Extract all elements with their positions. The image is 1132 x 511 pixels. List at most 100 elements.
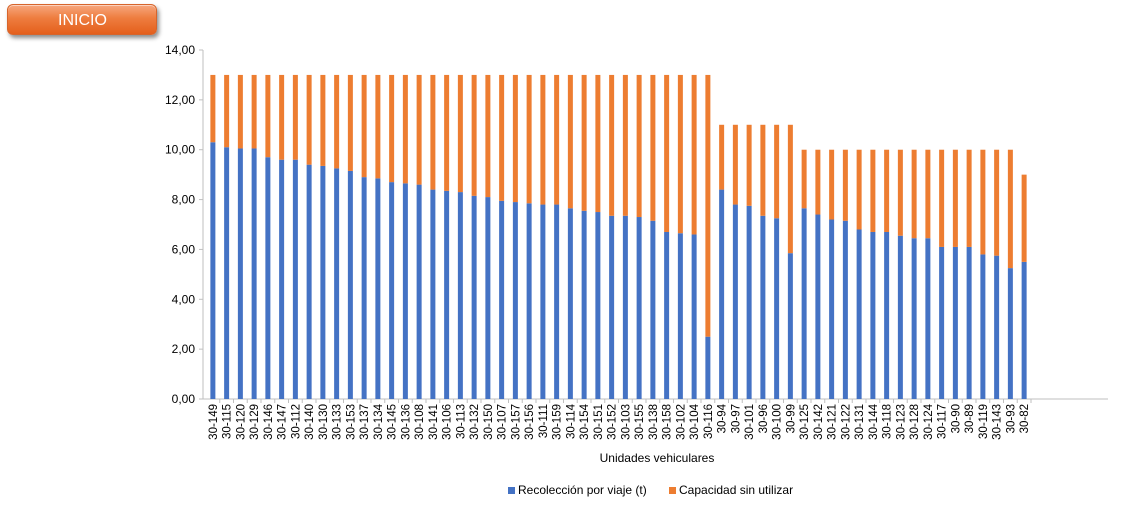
- bar-capacidad: [691, 74, 697, 235]
- x-tick-label: 30-154: [579, 403, 591, 439]
- bar-recoleccion: [650, 220, 656, 399]
- x-tick-label: 30-94: [717, 403, 729, 433]
- bar-recoleccion: [760, 215, 766, 399]
- x-tick-label: 30-150: [483, 404, 495, 440]
- bar-recoleccion: [279, 159, 285, 399]
- bar-recoleccion: [719, 189, 725, 399]
- bar-capacidad: [939, 149, 945, 247]
- x-tick-label: 30-122: [840, 404, 852, 440]
- bar-recoleccion: [677, 233, 683, 399]
- bar-capacidad: [279, 74, 285, 160]
- bar-recoleccion: [884, 231, 890, 399]
- x-tick-label: 30-112: [290, 404, 302, 439]
- bar-capacidad: [567, 74, 573, 209]
- x-tick-label: 30-93: [1005, 404, 1017, 433]
- bar-recoleccion: [210, 142, 216, 399]
- bar-recoleccion: [966, 246, 972, 399]
- bar-recoleccion: [430, 189, 436, 399]
- y-tick-label: 0,00: [172, 392, 196, 406]
- x-tick-label: 30-90: [950, 404, 962, 433]
- bar-recoleccion: [389, 182, 395, 399]
- bar-capacidad: [801, 149, 807, 209]
- bar-recoleccion: [444, 190, 450, 399]
- x-tick-label: 30-159: [552, 404, 564, 440]
- bar-capacidad: [512, 74, 518, 203]
- x-tick-label: 30-113: [455, 404, 467, 439]
- bar-capacidad: [430, 74, 436, 190]
- bar-recoleccion: [801, 208, 807, 399]
- bar-recoleccion: [732, 204, 738, 399]
- bar-recoleccion: [265, 157, 271, 399]
- x-tick-label: 30-134: [373, 403, 385, 439]
- bar-capacidad: [554, 74, 560, 205]
- bar-capacidad: [609, 74, 615, 216]
- bar-capacidad: [980, 149, 986, 255]
- bar-recoleccion: [320, 165, 326, 399]
- bar-recoleccion: [361, 177, 367, 399]
- x-tick-label: 30-157: [510, 404, 522, 440]
- y-tick-label: 12,00: [165, 93, 195, 107]
- bar-recoleccion: [334, 168, 340, 399]
- bar-capacidad: [334, 74, 340, 169]
- x-tick-label: 30-145: [387, 404, 399, 440]
- x-tick-label: 30-115: [222, 404, 234, 439]
- inicio-button[interactable]: INICIO: [7, 4, 157, 35]
- bar-capacidad: [897, 149, 903, 236]
- bar-recoleccion: [306, 164, 312, 399]
- x-tick-label: 30-130: [318, 404, 330, 440]
- bar-capacidad: [1021, 174, 1027, 262]
- bar-capacidad: [664, 74, 670, 232]
- x-tick-label: 30-120: [235, 404, 247, 440]
- bar-recoleccion: [485, 197, 491, 399]
- bar-recoleccion: [224, 147, 230, 399]
- bar-recoleccion: [347, 170, 353, 399]
- bar-capacidad: [402, 74, 408, 184]
- bar-recoleccion: [1021, 261, 1027, 399]
- bar-capacidad: [705, 74, 711, 337]
- bar-capacidad: [829, 149, 835, 220]
- bar-capacidad: [347, 74, 353, 171]
- bar-capacidad: [540, 74, 546, 205]
- bar-capacidad: [1007, 149, 1013, 269]
- bar-capacidad: [815, 149, 821, 215]
- bar-capacidad: [760, 124, 766, 216]
- bar-capacidad: [210, 74, 216, 143]
- bar-recoleccion: [581, 210, 587, 399]
- bar-recoleccion: [540, 204, 546, 399]
- x-tick-label: 30-149: [208, 404, 220, 440]
- bar-recoleccion: [829, 219, 835, 399]
- bar-recoleccion: [939, 246, 945, 399]
- x-tick-label: 30-137: [359, 404, 371, 440]
- x-tick-label: 30-143: [992, 404, 1004, 440]
- bar-recoleccion: [622, 215, 628, 399]
- bar-recoleccion: [897, 235, 903, 399]
- bar-recoleccion: [292, 159, 298, 399]
- x-tick-label: 30-124: [923, 403, 935, 439]
- bar-capacidad: [375, 74, 381, 179]
- x-tick-label: 30-136: [400, 404, 412, 440]
- x-tick-label: 30-156: [524, 404, 536, 440]
- bar-capacidad: [361, 74, 367, 178]
- x-tick-label: 30-133: [332, 404, 344, 440]
- bar-recoleccion: [746, 205, 752, 399]
- bar-capacidad: [292, 74, 298, 160]
- y-tick-label: 4,00: [172, 292, 196, 306]
- bar-capacidad: [306, 74, 312, 165]
- bar-recoleccion: [499, 200, 505, 399]
- bar-recoleccion: [237, 148, 243, 399]
- bar-recoleccion: [251, 148, 257, 399]
- x-tick-label: 30-114: [565, 403, 577, 439]
- bar-capacidad: [499, 74, 505, 201]
- bar-capacidad: [650, 74, 656, 221]
- bar-recoleccion: [636, 217, 642, 399]
- bar-capacidad: [925, 149, 931, 239]
- bar-recoleccion: [911, 238, 917, 399]
- x-tick-label: 30-155: [634, 404, 646, 440]
- bar-recoleccion: [416, 184, 422, 399]
- bar-recoleccion: [512, 202, 518, 399]
- bar-recoleccion: [595, 212, 601, 399]
- bar-recoleccion: [691, 234, 697, 399]
- x-tick-label: 30-96: [758, 404, 770, 433]
- y-tick-label: 6,00: [172, 242, 196, 256]
